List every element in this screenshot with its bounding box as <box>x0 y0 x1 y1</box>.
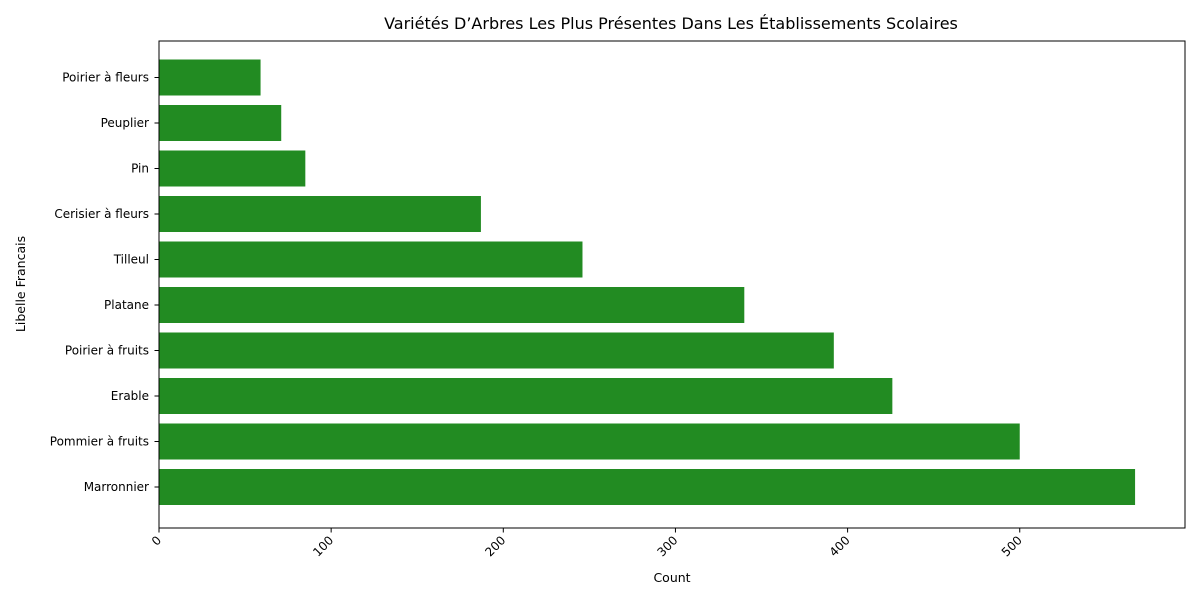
bars <box>159 59 1136 505</box>
x-tick-label: 0 <box>149 533 164 548</box>
y-axis-label: Libelle Francais <box>13 236 28 332</box>
chart-title: Variétés D’Arbres Les Plus Présentes Dan… <box>384 14 958 33</box>
y-axis-ticks: Marronnier Pommier à fruits Erable Poirier … <box>50 71 159 494</box>
y-tick-label: Platane <box>104 298 149 312</box>
x-tick-label: 300 <box>654 533 680 559</box>
bar-pommier-a-fruits <box>159 423 1020 460</box>
y-tick-label: Marronnier <box>84 480 149 494</box>
bar-poirier-a-fruits <box>159 332 834 369</box>
x-axis-label: Count <box>653 570 690 585</box>
x-tick-label: 500 <box>999 533 1025 559</box>
y-tick-label: Poirier à fleurs <box>62 71 149 85</box>
bar-platane <box>159 287 745 323</box>
y-tick-label: Pommier à fruits <box>50 435 149 449</box>
y-tick-label: Tilleul <box>113 253 149 267</box>
x-tick-label: 200 <box>482 533 508 559</box>
y-tick-label: Pin <box>131 162 149 176</box>
y-tick-label: Poirier à fruits <box>65 344 149 358</box>
bar-peuplier <box>159 105 282 141</box>
bar-marronnier <box>159 469 1136 505</box>
x-tick-label: 100 <box>310 533 336 559</box>
y-tick-label: Erable <box>111 389 149 403</box>
bar-erable <box>159 378 893 414</box>
x-axis-ticks: 0 100 200 300 400 500 <box>149 528 1025 559</box>
x-tick-label: 400 <box>827 533 853 559</box>
bar-poirier-a-fleurs <box>159 59 261 96</box>
plot-frame <box>158 40 1186 529</box>
bar-cerisier-a-fleurs <box>159 196 481 232</box>
bar-tilleul <box>159 241 583 278</box>
y-tick-label: Peuplier <box>101 116 149 130</box>
y-tick-label: Cerisier à fleurs <box>54 207 149 221</box>
bar-pin <box>159 150 306 187</box>
